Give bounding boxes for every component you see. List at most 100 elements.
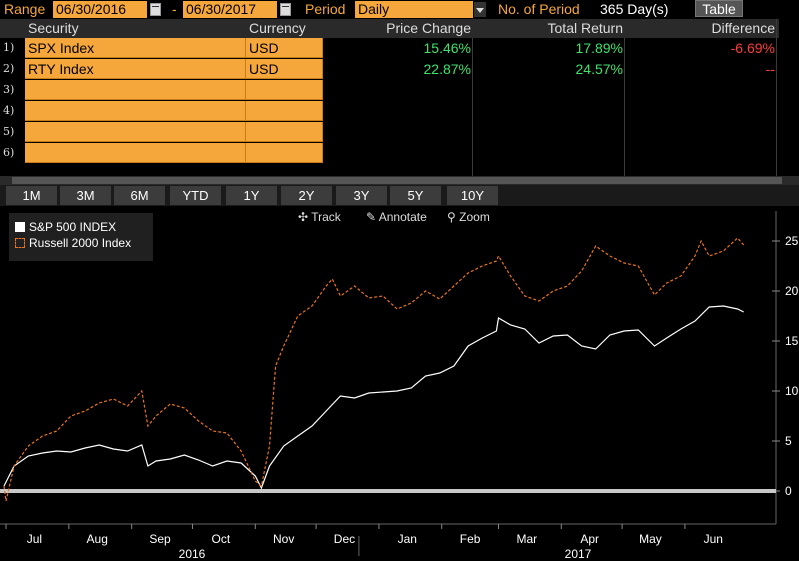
y-tick-label: 20	[785, 284, 799, 298]
scrollbar-thumb[interactable]	[12, 177, 782, 184]
x-tick-label: Jun	[704, 532, 723, 546]
total-return-cell: 17.89%	[575, 40, 623, 56]
track-tool[interactable]: ✣ Track	[298, 210, 341, 225]
currency-cell[interactable]	[246, 122, 323, 142]
currency-cell[interactable]	[246, 143, 323, 163]
total-return-cell	[480, 122, 623, 142]
x-tick-label: Apr	[580, 532, 599, 546]
difference-cell	[630, 143, 775, 163]
table-scrollbar[interactable]	[0, 176, 799, 185]
price-change-cell	[330, 80, 471, 100]
x-tick-label: Feb	[460, 532, 481, 546]
x-tick-label: Aug	[87, 532, 108, 546]
difference-cell	[630, 80, 775, 100]
header-difference: Difference	[711, 20, 775, 36]
range-button-1y[interactable]: 1Y	[226, 186, 278, 205]
total-return-cell	[480, 101, 623, 121]
price-change-cell: 15.46%	[423, 40, 471, 56]
x-tick-label: Jul	[27, 532, 42, 546]
row-number: 6)	[3, 146, 15, 159]
legend-swatch-rty	[15, 238, 25, 248]
annotate-tool[interactable]: ✎ Annotate	[366, 210, 427, 225]
security-cell[interactable]: RTY Index	[25, 59, 246, 79]
security-cell[interactable]	[25, 143, 246, 163]
currency-cell[interactable]: USD	[246, 38, 323, 58]
row-number: 5)	[3, 125, 15, 138]
security-cell[interactable]	[25, 101, 246, 121]
price-change-cell: 22.87%	[423, 61, 471, 77]
y-tick-label: 25	[785, 234, 799, 248]
line-chart: 0 5 10 15 20 25 Jul Aug Sep Oct Nov Dec Jan Feb Mar Apr…	[0, 211, 799, 561]
series-line-rty	[3, 237, 745, 502]
currency-cell[interactable]: USD	[246, 59, 323, 79]
zoom-tool[interactable]: ⚲ Zoom	[447, 210, 490, 225]
crosshair-icon: ✣	[298, 210, 309, 224]
currency-cell[interactable]	[246, 101, 323, 121]
magnifier-icon: ⚲	[447, 210, 456, 224]
x-tick-label: Dec	[334, 532, 355, 546]
table-header	[0, 19, 779, 38]
pencil-icon: ✎	[366, 210, 377, 224]
x-tick-label: May	[639, 532, 662, 546]
year-label: 2016	[179, 547, 206, 561]
end-date-field[interactable]: 06/30/2017	[183, 1, 277, 18]
range-button-5y[interactable]: 5Y	[390, 186, 442, 205]
total-return-cell: 24.57%	[575, 61, 623, 77]
year-label: 2017	[565, 547, 592, 561]
top-bar: Range 06/30/2016 - 06/30/2017 Period Dai…	[0, 0, 799, 19]
range-button-3m[interactable]: 3M	[60, 186, 112, 205]
num-period-label: No. of Period	[498, 1, 580, 17]
total-return-cell	[480, 80, 623, 100]
range-buttons-bar: 1M 3M 6M YTD 1Y 2Y 3Y 5Y 10Y	[0, 185, 799, 206]
range-button-3y[interactable]: 3Y	[336, 186, 388, 205]
price-change-cell	[330, 122, 471, 142]
y-tick-label: 0	[785, 484, 792, 498]
range-button-ytd[interactable]: YTD	[170, 186, 222, 205]
currency-cell[interactable]	[246, 80, 323, 100]
column-divider	[624, 38, 625, 184]
row-number: 2)	[3, 62, 15, 75]
price-change-cell	[330, 101, 471, 121]
x-tick-label: Mar	[517, 532, 538, 546]
header-currency: Currency	[249, 20, 306, 36]
chevron-down-icon[interactable]	[474, 2, 486, 17]
start-date-field[interactable]: 06/30/2016	[53, 1, 147, 18]
row-number: 1)	[3, 41, 15, 54]
zoom-label: Zoom	[459, 210, 490, 224]
row-number: 4)	[3, 104, 15, 117]
legend-item-spx: S&P 500 INDEX	[15, 220, 116, 234]
table-button[interactable]: Table	[695, 0, 743, 17]
range-label: Range	[4, 1, 46, 17]
header-total-return: Total Return	[547, 20, 623, 36]
legend-item-rty: Russell 2000 Index	[15, 236, 131, 250]
series-line-spx	[3, 305, 744, 490]
annotate-label: Annotate	[378, 210, 427, 224]
security-cell[interactable]	[25, 122, 246, 142]
x-tick-label: Nov	[273, 532, 294, 546]
security-cell[interactable]: SPX Index	[25, 38, 246, 58]
total-return-cell	[480, 143, 623, 163]
difference-cell: -6.69%	[730, 40, 775, 56]
period-select[interactable]: Daily	[355, 1, 473, 18]
chart-legend: S&P 500 INDEX Russell 2000 Index	[9, 213, 153, 261]
range-button-6m[interactable]: 6M	[114, 186, 166, 205]
x-tick-label: Sep	[149, 532, 171, 546]
range-button-2y[interactable]: 2Y	[281, 186, 333, 205]
range-button-1m[interactable]: 1M	[6, 186, 58, 205]
legend-label-rty: Russell 2000 Index	[29, 236, 132, 250]
difference-cell	[630, 122, 775, 142]
track-label: Track	[311, 210, 341, 224]
x-tick-label: Oct	[212, 532, 231, 546]
range-button-10y[interactable]: 10Y	[447, 186, 499, 205]
x-tick-label: Jan	[398, 532, 417, 546]
row-number: 3)	[3, 83, 15, 96]
end-calendar-icon[interactable]	[280, 3, 291, 16]
period-label: Period	[305, 1, 346, 17]
num-period-value[interactable]: 365 Day(s)	[600, 1, 669, 17]
column-divider	[472, 38, 473, 184]
legend-swatch-spx	[15, 222, 25, 232]
start-calendar-icon[interactable]	[150, 3, 161, 16]
security-cell[interactable]	[25, 80, 246, 100]
y-tick-label: 15	[785, 334, 799, 348]
column-divider	[776, 19, 777, 184]
